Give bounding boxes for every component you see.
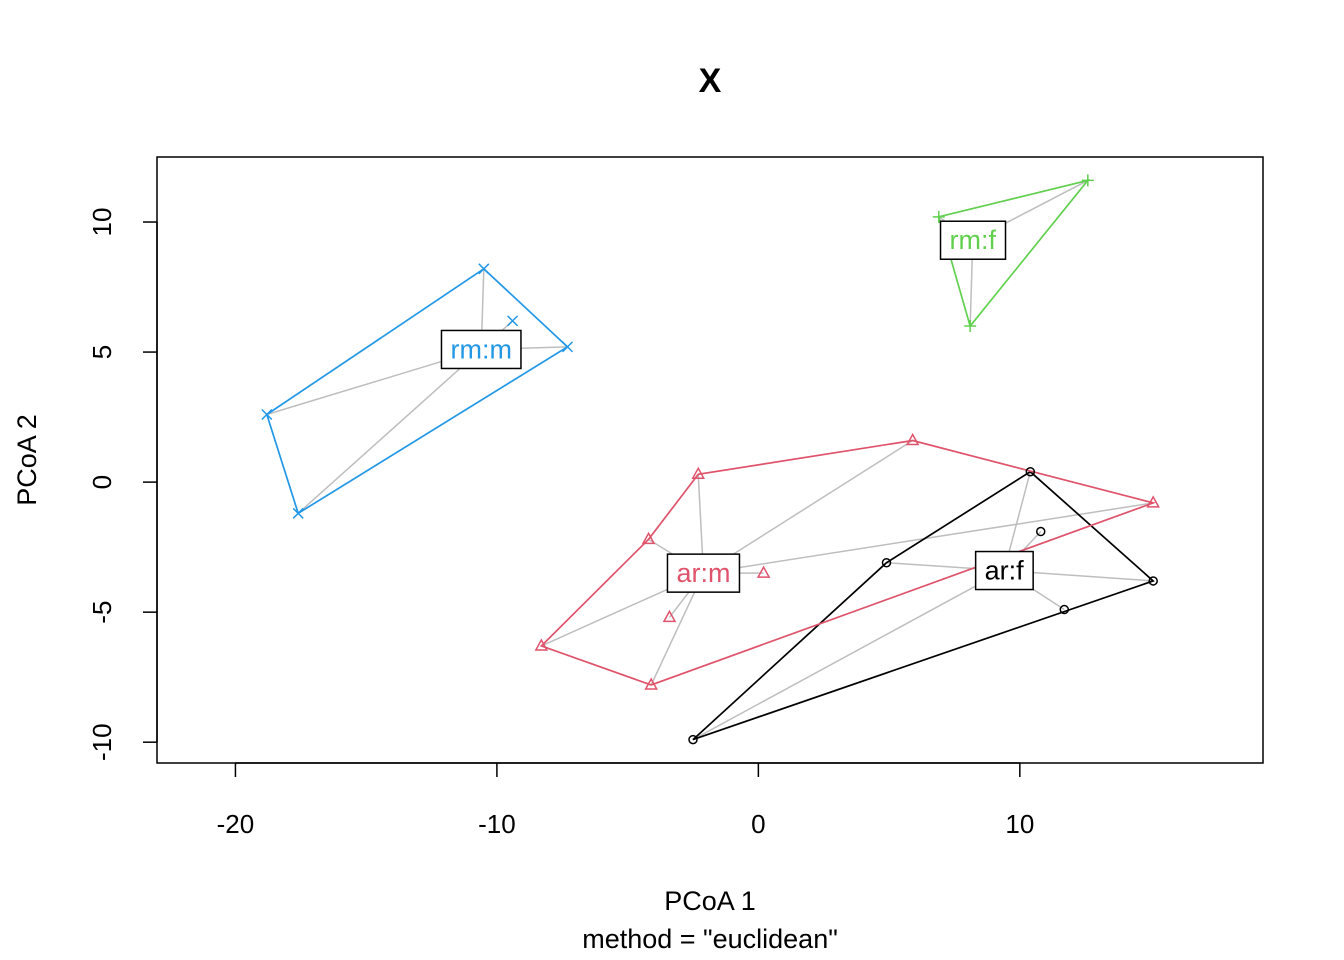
- group-label-text: rm:m: [450, 334, 511, 364]
- y-axis: -10 -5 0 5 10: [87, 208, 158, 761]
- plot-frame: [156, 156, 1264, 764]
- point-rm-m: [561, 341, 574, 353]
- y-tick-label: 0: [87, 475, 117, 489]
- point-ar-m: [756, 565, 771, 578]
- hull-rm-f: [937, 178, 1091, 328]
- x-axis: -20 -10 0 10: [217, 762, 1034, 839]
- group-label-rm-m: rm:m: [440, 329, 522, 370]
- point-rm-m: [261, 408, 273, 421]
- group-label-rm-f: rm:f: [939, 220, 1007, 260]
- x-tick-label: 0: [751, 809, 765, 839]
- group-label-text: ar:f: [985, 556, 1025, 586]
- point-ar-f: [1036, 526, 1046, 537]
- point-ar-m: [1146, 495, 1160, 508]
- data-points: [261, 174, 1160, 745]
- x-tick-label: -10: [478, 809, 516, 839]
- spider-line: [297, 348, 482, 514]
- point-ar-f: [881, 557, 892, 568]
- x-tick-label: -20: [217, 809, 255, 839]
- point-ar-m: [644, 677, 658, 690]
- x-axis-label: PCoA 1: [664, 886, 756, 916]
- point-rm-f: [964, 320, 977, 333]
- hull-rm-m: [265, 267, 569, 515]
- point-ar-f: [688, 734, 698, 745]
- point-ar-f: [1025, 466, 1036, 477]
- group-label-text: rm:f: [950, 225, 997, 255]
- point-ar-m: [641, 531, 656, 545]
- point-ar-f: [1059, 604, 1070, 615]
- point-ar-f: [1148, 576, 1158, 586]
- y-axis-label: PCoA 2: [12, 414, 42, 506]
- x-axis-sublabel: method = "euclidean": [582, 924, 838, 954]
- point-ar-m: [905, 432, 920, 446]
- group-label-box: [974, 550, 1034, 591]
- spider-line: [703, 439, 914, 574]
- point-rm-f: [1081, 174, 1094, 187]
- group-label-ar-m: ar:m: [666, 553, 741, 593]
- group-label-text: ar:m: [676, 558, 730, 588]
- point-rm-f: [932, 210, 945, 223]
- y-tick-label: 5: [87, 345, 117, 359]
- hull-ar-m: [539, 439, 1157, 686]
- group-label-box: [440, 329, 522, 370]
- y-tick-label: 10: [87, 208, 117, 237]
- y-tick-label: -5: [87, 601, 117, 624]
- group-hulls: [265, 178, 1157, 741]
- point-rm-m: [478, 263, 490, 275]
- y-tick-label: -10: [87, 723, 117, 761]
- x-tick-label: 10: [1005, 809, 1034, 839]
- spider-line: [703, 502, 1154, 574]
- point-rm-m: [292, 507, 304, 519]
- group-label-box: [666, 553, 741, 593]
- chart-title: X: [699, 62, 722, 100]
- point-ar-m: [691, 466, 706, 480]
- point-rm-m: [507, 315, 519, 327]
- point-ar-m: [534, 638, 549, 651]
- spider-line: [692, 569, 1005, 741]
- group-label-ar-f: ar:f: [974, 550, 1034, 591]
- hull-ar-f: [692, 470, 1155, 741]
- group-label-box: [939, 220, 1007, 260]
- group-labels: ar:f ar:m rm:f rm:m: [440, 220, 1034, 593]
- point-ar-m: [662, 609, 677, 623]
